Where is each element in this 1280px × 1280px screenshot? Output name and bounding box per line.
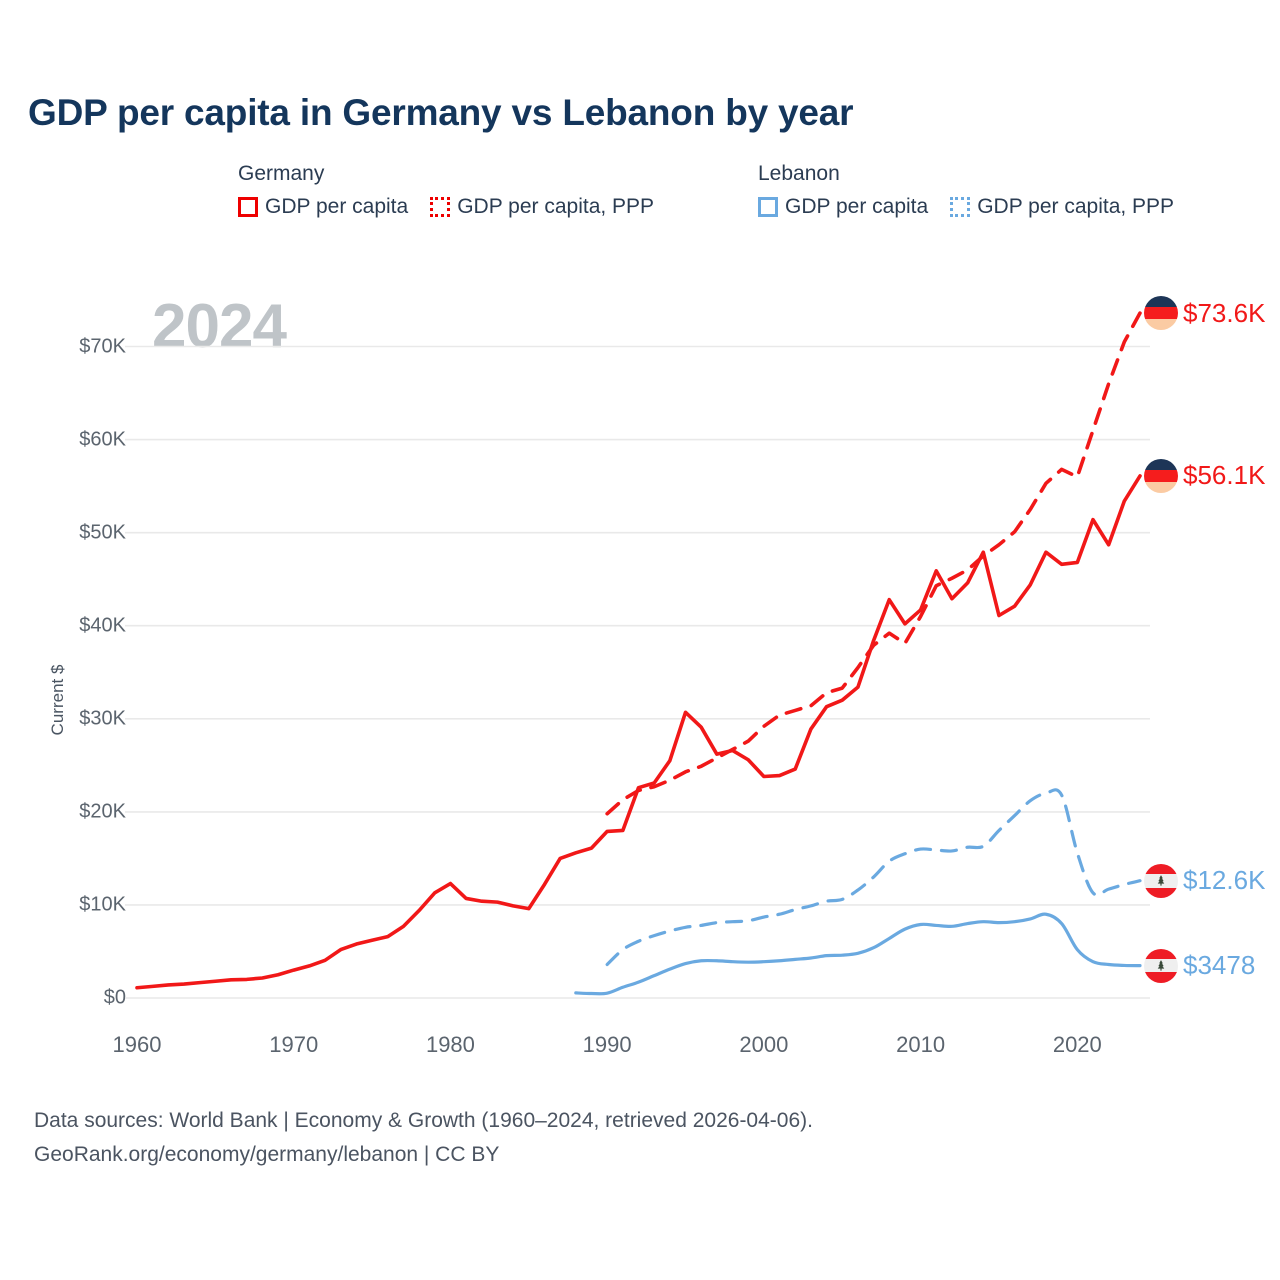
legend-country-lebanon: Lebanon [758, 162, 840, 185]
end-label-lebanon-ppp: $12.6K [1144, 863, 1266, 898]
y-tick-label: $20K [79, 800, 126, 823]
y-axis-ticks: $0 $10K $20K $30K $40K $50K $60K $70K [0, 0, 126, 1280]
end-label-value: $3478 [1183, 950, 1256, 981]
series-line-lebanon-ppp [605, 788, 1142, 967]
cedar-tree-icon [1157, 874, 1165, 886]
page-title: GDP per capita in Germany vs Lebanon by … [28, 92, 854, 133]
legend-group-lebanon: Lebanon GDP per capita GDP per capita, P… [758, 162, 1174, 219]
end-label-value: $12.6K [1183, 865, 1266, 896]
end-label-value: $73.6K [1183, 297, 1266, 328]
y-tick-label: $40K [79, 614, 126, 637]
chart-legend: Germany GDP per capita GDP per capita, P… [238, 162, 1258, 242]
legend-label-germany-gdp-ppp: GDP per capita, PPP [457, 195, 655, 218]
series-line-germany-ppp [605, 311, 1142, 816]
legend-item-germany-gdp[interactable]: GDP per capita [238, 195, 408, 219]
legend-swatch-dotted-blue-icon [950, 197, 971, 217]
x-tick-label: 1970 [269, 1032, 319, 1057]
cedar-tree-icon [1157, 959, 1165, 971]
end-label-value: $56.1K [1183, 460, 1266, 491]
germany-flag-icon [1144, 458, 1178, 493]
x-tick-label: 1980 [425, 1032, 475, 1057]
legend-group-germany: Germany GDP per capita GDP per capita, P… [238, 162, 654, 219]
gridlines [125, 345, 1150, 999]
legend-country-germany: Germany [238, 162, 325, 185]
end-label-germany-nominal: $56.1K [1144, 458, 1266, 493]
y-tick-label: $30K [79, 707, 126, 730]
legend-label-lebanon-gdp-ppp: GDP per capita, PPP [977, 195, 1175, 218]
legend-swatch-solid-blue-icon [758, 197, 778, 217]
legend-label-lebanon-gdp: GDP per capita [785, 195, 929, 218]
legend-item-lebanon-gdp-ppp[interactable]: GDP per capita, PPP [950, 195, 1174, 219]
series-line-germany-nominal [135, 474, 1142, 990]
lebanon-flag-icon [1144, 863, 1178, 898]
legend-label-germany-gdp: GDP per capita [265, 195, 409, 218]
y-tick-label: $0 [103, 986, 126, 1009]
series-line-lebanon-nominal [574, 912, 1142, 996]
germany-flag-icon [1144, 296, 1178, 330]
legend-swatch-dotted-red-icon [430, 197, 451, 217]
end-label-germany-ppp: $73.6K [1144, 296, 1265, 330]
year-watermark: 2024 [152, 292, 287, 361]
y-tick-label: $10K [79, 893, 126, 916]
x-tick-label: 1960 [112, 1032, 162, 1057]
y-tick-label: $70K [79, 335, 126, 358]
footer-line-2: GeoRank.org/economy/germany/lebanon | CC… [34, 1143, 500, 1167]
x-tick-label: 1990 [582, 1032, 632, 1057]
legend-swatch-solid-red-icon [238, 197, 258, 217]
x-tick-label: 2010 [896, 1032, 946, 1057]
y-tick-label: $50K [79, 521, 126, 544]
chart-footer: Data sources: World Bank | Economy & Gro… [34, 1104, 813, 1172]
legend-item-germany-gdp-ppp[interactable]: GDP per capita, PPP [430, 195, 654, 219]
footer-line-1: Data sources: World Bank | Economy & Gro… [34, 1109, 813, 1132]
legend-item-lebanon-gdp[interactable]: GDP per capita [758, 195, 928, 219]
x-tick-label: 2020 [1052, 1032, 1102, 1057]
x-tick-label: 2000 [739, 1032, 789, 1057]
end-label-lebanon-nominal: $3478 [1144, 948, 1256, 983]
y-tick-label: $60K [79, 428, 126, 451]
lebanon-flag-icon [1144, 948, 1178, 983]
